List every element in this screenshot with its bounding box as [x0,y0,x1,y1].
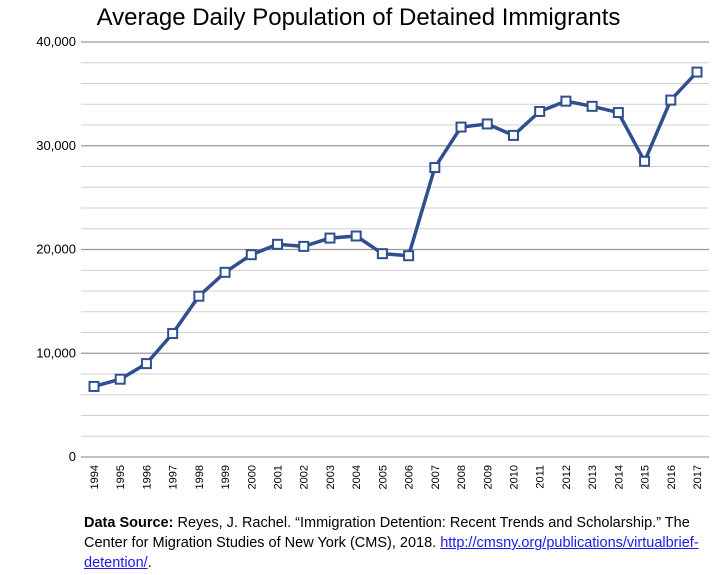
x-tick-label: 2008 [456,465,468,489]
data-point [507,129,519,141]
data-point [324,232,336,244]
y-tick-label: 20,000 [36,242,76,257]
data-point [245,249,257,261]
x-tick-label: 2015 [640,465,652,489]
source-trailing: . [147,555,152,571]
source-link[interactable]: http://cmsny.org/publications/virtualbri… [84,535,699,571]
x-tick-label: 2009 [482,465,494,489]
data-point [219,266,231,278]
x-tick-label: 2001 [273,465,285,489]
data-point [114,373,126,385]
x-tick-label: 2013 [587,465,599,489]
y-tick-label: 30,000 [36,138,76,153]
data-point [272,238,284,250]
x-tick-label: 2012 [561,465,573,489]
x-tick-label: 2000 [246,465,258,489]
chart-title: Average Daily Population of Detained Imm… [96,4,621,31]
data-point [350,230,362,242]
x-tick-label: 2011 [535,465,547,489]
data-point [586,100,598,112]
series-line [93,70,699,389]
data-point [455,121,467,133]
data-point [193,290,205,302]
x-tick-label: 2017 [692,465,704,489]
x-tick-label: 1999 [220,465,232,489]
x-tick-label: 2003 [325,465,337,489]
data-point [665,94,677,106]
x-tick-label: 1997 [168,465,180,489]
data-point [612,107,624,119]
x-tick-label: 2016 [666,465,678,489]
x-tick-label: 1994 [89,465,101,489]
data-source-note: Data Source: Reyes, J. Rachel. “Immigrat… [84,513,704,573]
source-label: Data Source: [84,515,174,531]
x-tick-label: 1995 [115,465,127,489]
source-citation: Reyes, J. Rachel. “Immigration Detention… [84,515,690,551]
data-point [534,106,546,118]
data-point [639,155,651,167]
data-point [429,162,441,174]
x-tick-label: 2004 [351,465,363,489]
data-point [167,328,179,340]
data-point [560,95,572,107]
data-point [403,250,415,262]
x-tick-label: 1998 [194,465,206,489]
x-tick-label: 2007 [430,465,442,489]
gridlines [81,41,709,458]
data-point [691,66,703,78]
data-point [376,248,388,260]
x-tick-label: 2005 [377,465,389,489]
data-point [481,118,493,130]
x-tick-label: 2006 [404,465,416,489]
data-point [298,240,310,252]
y-tick-label: 40,000 [36,34,76,49]
x-axis-ticks: 1994 1995 1996 1997 1998 1999 2000 2001 2002 2003… [89,465,704,489]
y-axis-ticks: 0 10,000 20,000 30,000 40,000 [36,34,76,464]
data-point [88,380,100,392]
series-layer [88,66,703,392]
y-tick-label: 0 [69,449,76,464]
x-tick-label: 2002 [299,465,311,489]
data-point [140,358,152,370]
y-tick-label: 10,000 [36,345,76,360]
x-tick-label: 2014 [613,465,625,489]
x-tick-label: 1996 [141,465,153,489]
x-tick-label: 2010 [508,465,520,489]
